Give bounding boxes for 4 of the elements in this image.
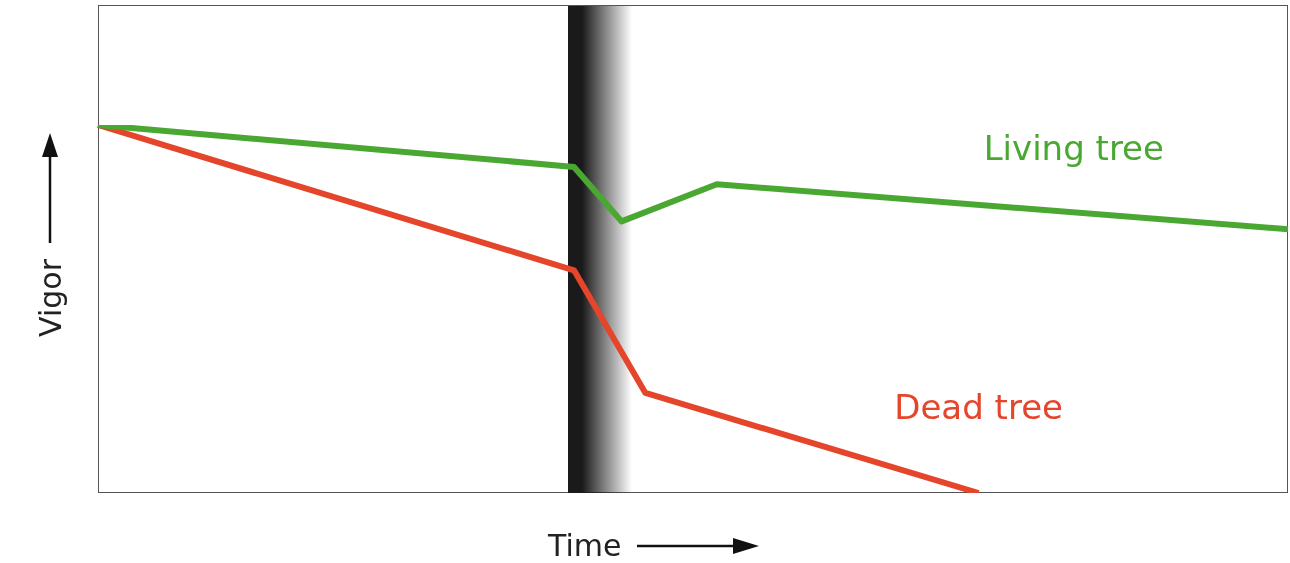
series-label: Living tree xyxy=(983,128,1164,169)
x-axis-title: Time xyxy=(548,528,622,563)
series-label: Dead tree xyxy=(894,387,1063,427)
y-axis-title: Vigor xyxy=(32,259,68,337)
